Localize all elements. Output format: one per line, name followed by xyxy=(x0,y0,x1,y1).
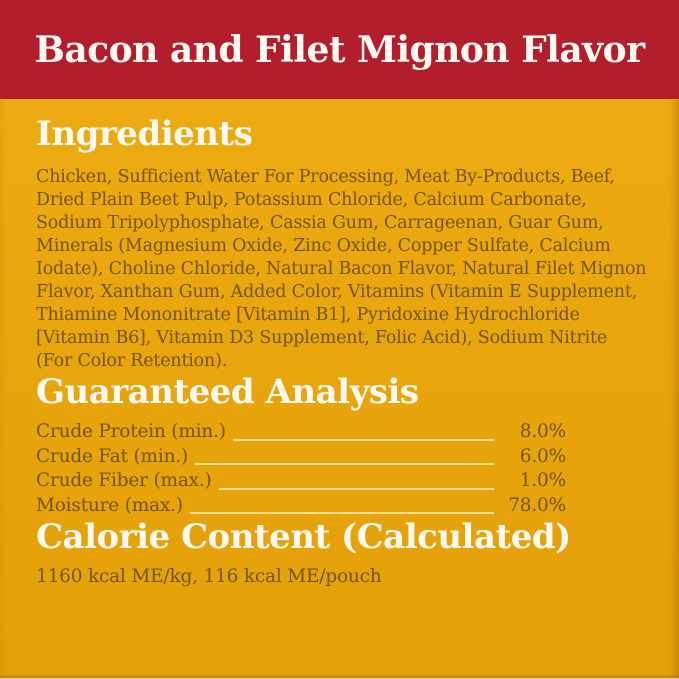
ga-row-value: 6.0% xyxy=(519,445,566,467)
flavor-title: Bacon and Filet Mignon Flavor xyxy=(34,28,645,71)
ingredients-line: Dried Plain Beet Pulp, Potassium Chlorid… xyxy=(36,190,587,211)
guaranteed-analysis-heading: Guaranteed Analysis xyxy=(36,372,419,413)
ingredients-line: Flavor, Xanthan Gum, Added Color, Vitami… xyxy=(36,282,638,303)
ga-row-value: 1.0% xyxy=(519,470,566,492)
ingredients-line: Chicken, Sufficient Water For Processing… xyxy=(36,167,615,188)
table-row: Crude Protein (min.) 8.0% xyxy=(36,420,566,445)
ingredients-line: (For Color Retention). xyxy=(36,351,228,372)
ga-row-value: 8.0% xyxy=(519,421,566,443)
label-body: Ingredients Chicken, Sufficient Water Fo… xyxy=(0,99,679,587)
leader-line xyxy=(195,463,494,466)
ga-row-label: Crude Fat (min.) xyxy=(36,445,188,467)
leader-line xyxy=(218,487,494,490)
ga-row-value: 78.0% xyxy=(508,494,566,516)
calorie-content-heading: Calorie Content (Calculated) xyxy=(36,517,571,558)
ingredients-line: Minerals (Magnesium Oxide, Zinc Oxide, C… xyxy=(36,236,611,257)
calorie-content-text: 1160 kcal ME/kg, 116 kcal ME/pouch xyxy=(36,566,382,588)
leader-line xyxy=(189,512,494,515)
ingredients-heading: Ingredients xyxy=(36,114,253,154)
ingredients-text: Chicken, Sufficient Water For Processing… xyxy=(36,166,647,373)
ingredients-line: Iodate), Choline Chloride, Natural Bacon… xyxy=(36,259,647,280)
ga-row-label: Crude Protein (min.) xyxy=(36,421,226,443)
leader-line xyxy=(232,438,494,441)
flavor-banner: Bacon and Filet Mignon Flavor xyxy=(0,0,679,99)
ingredients-line: [Vitamin B6], Vitamin D3 Supplement, Fol… xyxy=(36,328,608,349)
ingredients-line: Sodium Tripolyphosphate, Cassia Gum, Car… xyxy=(36,213,604,234)
table-row: Crude Fiber (max.) 1.0% xyxy=(36,469,566,494)
ingredients-line: Thiamine Mononitrate [Vitamin B1], Pyrid… xyxy=(36,305,580,326)
ga-row-label: Moisture (max.) xyxy=(36,494,183,516)
ga-row-label: Crude Fiber (max.) xyxy=(36,470,212,492)
table-row: Moisture (max.) 78.0% xyxy=(36,494,566,519)
guaranteed-analysis-table: Crude Protein (min.) 8.0% Crude Fat (min… xyxy=(36,420,566,518)
table-row: Crude Fat (min.) 6.0% xyxy=(36,445,566,470)
